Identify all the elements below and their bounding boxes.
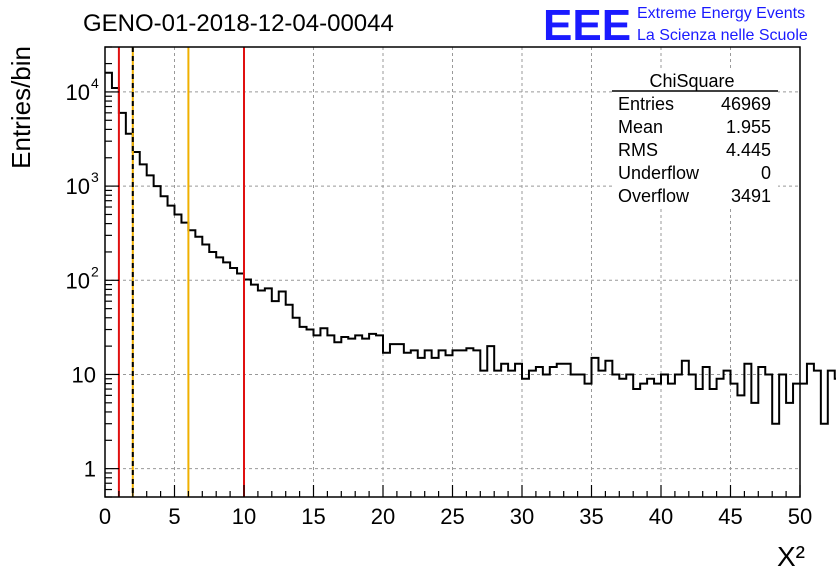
y-tick-label: 10 (66, 174, 90, 199)
stats-box: ChiSquare Entries 46969 Mean 1.955 RMS 4.445 U… (612, 68, 778, 208)
eee-logo: EEE Extreme Energy Events La Scienza nel… (543, 1, 808, 50)
y-axis-label: Entries/bin (6, 46, 36, 169)
histogram-line (105, 71, 836, 425)
x-tick-label: 10 (232, 504, 256, 529)
x-tick-label: 45 (718, 504, 742, 529)
stats-value: 46969 (721, 94, 771, 114)
y-tick-exponent: 2 (91, 263, 99, 279)
y-tick-label: 10 (72, 362, 96, 387)
stats-label: Underflow (618, 163, 700, 183)
x-axis-label: X² (777, 541, 805, 572)
grid (105, 47, 800, 497)
x-tick-label: 0 (99, 504, 111, 529)
x-tick-label: 50 (788, 504, 812, 529)
stats-title: ChiSquare (649, 71, 734, 91)
y-tick-exponent: 3 (91, 169, 99, 185)
eee-logo-mark: EEE (543, 1, 631, 50)
eee-logo-line2: La Scienza nelle Scuole (637, 27, 808, 44)
y-tick-label: 10 (66, 268, 90, 293)
stats-label: Entries (618, 94, 674, 114)
stats-label: Mean (618, 117, 663, 137)
stats-label: RMS (618, 140, 658, 160)
stats-rows: Entries 46969 Mean 1.955 RMS 4.445 Underflow 0 O… (618, 94, 771, 206)
stats-value: 4.445 (726, 140, 771, 160)
stats-value: 1.955 (726, 117, 771, 137)
x-tick-label: 30 (510, 504, 534, 529)
x-tick-label: 20 (371, 504, 395, 529)
histogram-series (105, 71, 836, 425)
x-tick-label: 15 (301, 504, 325, 529)
stats-value: 0 (761, 163, 771, 183)
y-tick-label: 1 (84, 457, 96, 482)
x-tick-label: 5 (168, 504, 180, 529)
x-tick-label: 35 (579, 504, 603, 529)
eee-logo-line1: Extreme Energy Events (637, 5, 805, 22)
stats-label: Overflow (618, 186, 690, 206)
threshold-lines (117, 47, 245, 497)
x-tick-label: 40 (649, 504, 673, 529)
y-tick-exponent: 4 (91, 75, 99, 91)
chart-title: GENO-01-2018-12-04-00044 (83, 10, 394, 37)
x-tick-label: 25 (440, 504, 464, 529)
stats-value: 3491 (731, 186, 771, 206)
y-tick-label: 10 (66, 80, 90, 105)
